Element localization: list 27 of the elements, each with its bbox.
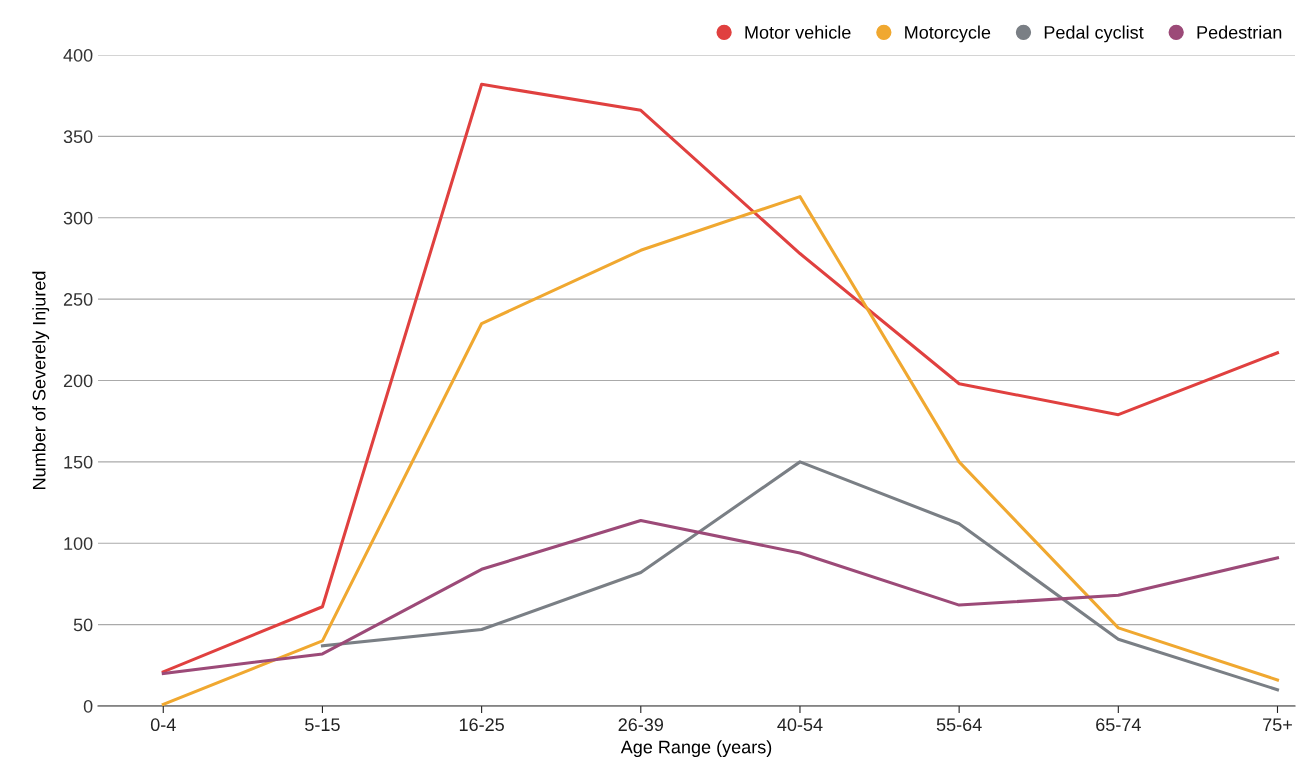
- x-tick-label: 26-39: [618, 718, 664, 732]
- y-tick-label: 50: [73, 618, 93, 632]
- x-tick-label: 65-74: [1096, 718, 1141, 732]
- x-tick-label: 55-64: [936, 718, 982, 732]
- line-series: [161, 518, 1280, 675]
- x-tick-label: 75+: [1263, 718, 1292, 732]
- y-tick-label: 200: [63, 374, 93, 388]
- y-tick-label: 350: [63, 130, 93, 144]
- legend-label: Motor vehicle: [745, 25, 851, 39]
- x-tick-label: 5-15: [305, 718, 340, 732]
- y-tick-label: 150: [64, 455, 93, 469]
- y-tick-label: 300: [63, 211, 93, 225]
- line-series: [161, 195, 1280, 706]
- x-tick-label: 0-4: [150, 718, 176, 732]
- y-tick-label: 250: [63, 293, 93, 306]
- x-tick-label: 40-54: [777, 718, 823, 732]
- legend-label: Motorcycle: [905, 25, 991, 43]
- y-tick-label: 400: [63, 48, 93, 62]
- y-axis-title: Number of Severely Injured: [32, 271, 50, 489]
- legend-label: Pedal cyclist: [1044, 25, 1144, 43]
- x-tick-label: 16-25: [459, 718, 504, 732]
- legend-label: Pedestrian: [1197, 25, 1282, 39]
- line-series: [161, 82, 1280, 674]
- x-axis-title: Age Range (years): [620, 740, 772, 758]
- line-series: [320, 460, 1280, 692]
- y-tick-label: 100: [64, 537, 93, 550]
- y-tick-label: 0: [83, 699, 93, 713]
